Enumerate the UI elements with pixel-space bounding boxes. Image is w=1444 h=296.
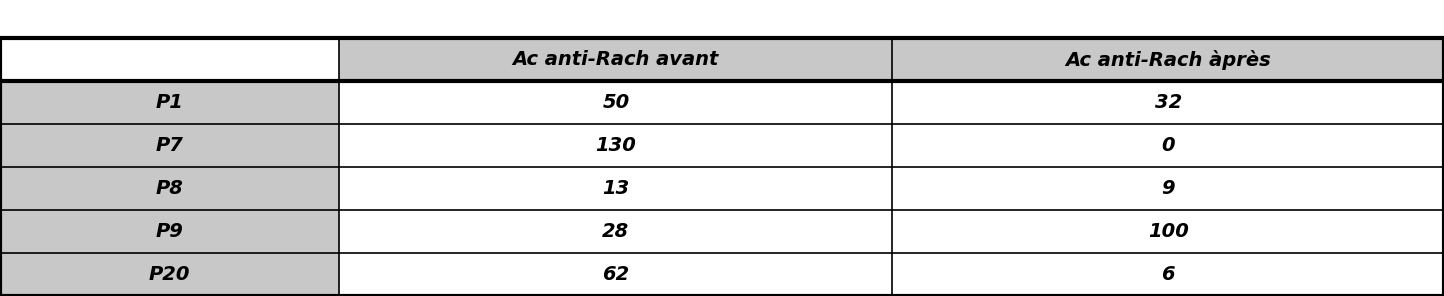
Bar [0,210,339,253]
Bar [339,124,892,167]
Bar [339,38,892,81]
Bar [892,210,1444,253]
Text: 0: 0 [1161,136,1175,155]
Bar [0,253,339,296]
Text: 100: 100 [1148,222,1188,241]
Bar [892,124,1444,167]
Text: 6: 6 [1161,265,1175,284]
Text: P20: P20 [149,265,191,284]
Text: Ac anti-Rach avant: Ac anti-Rach avant [513,50,719,70]
Text: Ac anti-Rach àprès: Ac anti-Rach àprès [1066,50,1271,70]
Text: P8: P8 [156,179,183,198]
Bar [0,38,339,81]
Text: P7: P7 [156,136,183,155]
Bar [339,210,892,253]
Text: 9: 9 [1161,179,1175,198]
Bar [0,81,339,124]
Text: 62: 62 [602,265,630,284]
Bar [892,253,1444,296]
Bar [339,253,892,296]
Text: 130: 130 [595,136,637,155]
Text: 50: 50 [602,93,630,112]
Bar [892,38,1444,81]
Bar [339,81,892,124]
Bar [339,167,892,210]
Text: 32: 32 [1155,93,1181,112]
Bar [892,167,1444,210]
Bar [0,124,339,167]
Text: P1: P1 [156,93,183,112]
Bar [0,167,339,210]
Text: P9: P9 [156,222,183,241]
Text: 28: 28 [602,222,630,241]
Bar [892,81,1444,124]
Text: 13: 13 [602,179,630,198]
